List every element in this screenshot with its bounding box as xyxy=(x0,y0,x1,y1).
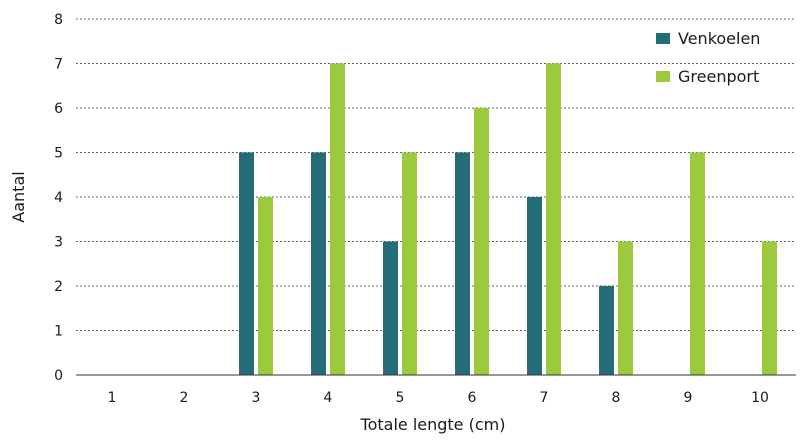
y-axis-title: Aantal xyxy=(9,171,28,222)
legend: Venkoelen Greenport xyxy=(656,29,760,86)
legend-label-greenport: Greenport xyxy=(678,67,759,86)
bar-greenport-10 xyxy=(762,241,777,375)
x-tick-label: 10 xyxy=(751,390,769,406)
x-tick-labels: 1 2 3 4 5 6 7 8 9 10 xyxy=(108,390,769,406)
bar-greenport-5 xyxy=(402,152,417,375)
legend-swatch-venkoelen xyxy=(656,33,670,44)
bar-greenport-8 xyxy=(618,241,633,375)
gridlines xyxy=(76,18,796,331)
bar-greenport-6 xyxy=(474,108,489,375)
x-tick-label: 3 xyxy=(252,390,261,406)
y-tick-label: 6 xyxy=(54,101,63,117)
x-tick-label: 1 xyxy=(108,390,117,406)
bar-greenport-3 xyxy=(258,197,273,375)
x-tick-label: 5 xyxy=(396,390,405,406)
y-tick-label: 5 xyxy=(54,146,63,162)
bar-venkoelen-8 xyxy=(599,286,614,375)
y-tick-labels: 0 1 2 3 4 5 6 7 8 xyxy=(54,12,63,384)
x-tick-label: 8 xyxy=(612,390,621,406)
y-tick-label: 8 xyxy=(54,12,63,28)
bars xyxy=(239,63,777,375)
y-tick-label: 7 xyxy=(54,57,63,73)
bar-greenport-4 xyxy=(330,63,345,375)
bar-venkoelen-4 xyxy=(311,152,326,375)
x-tick-label: 4 xyxy=(324,390,333,406)
legend-label-venkoelen: Venkoelen xyxy=(678,29,760,48)
x-tick-label: 6 xyxy=(468,390,477,406)
y-tick-label: 4 xyxy=(54,190,63,206)
bar-venkoelen-3 xyxy=(239,152,254,375)
y-tick-label: 1 xyxy=(54,324,63,340)
y-tick-label: 0 xyxy=(54,368,63,384)
y-tick-label: 2 xyxy=(54,279,63,295)
bar-venkoelen-7 xyxy=(527,197,542,375)
bar-greenport-7 xyxy=(546,63,561,375)
legend-swatch-greenport xyxy=(656,71,670,82)
x-tick-label: 9 xyxy=(684,390,693,406)
x-tick-label: 7 xyxy=(540,390,549,406)
x-tick-label: 2 xyxy=(180,390,189,406)
y-tick-label: 3 xyxy=(54,235,63,251)
bar-venkoelen-5 xyxy=(383,241,398,375)
x-axis-title: Totale lengte (cm) xyxy=(360,415,506,434)
bar-greenport-9 xyxy=(690,152,705,375)
bar-venkoelen-6 xyxy=(455,152,470,375)
